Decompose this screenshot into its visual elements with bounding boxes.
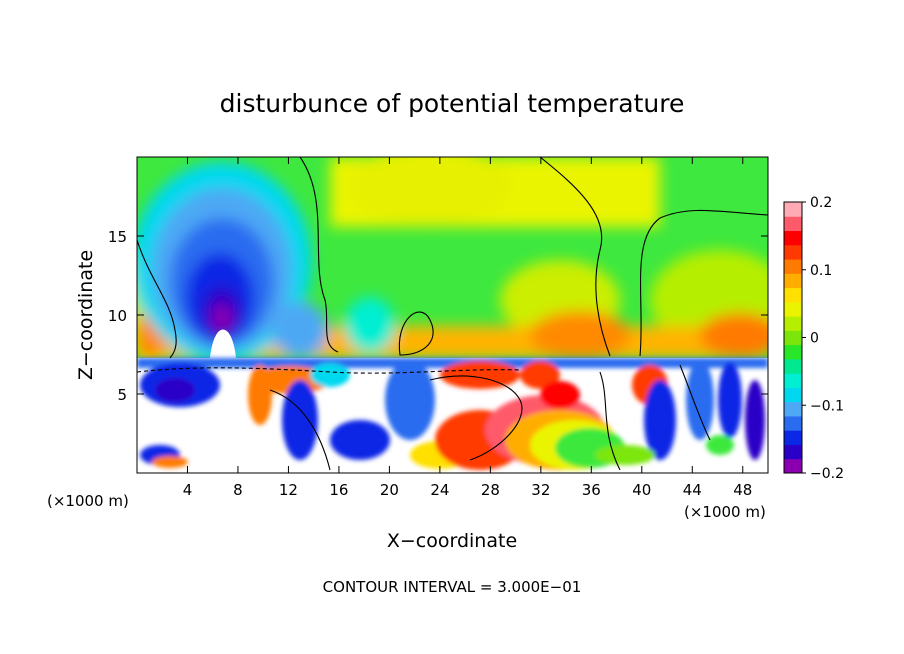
colorbar-tick-label: 0.1: [810, 263, 832, 279]
plume-core: [210, 329, 236, 358]
colorbar-band: [784, 216, 802, 232]
colorbar-band: [784, 458, 802, 474]
colorbar-band: [784, 259, 802, 274]
colorbar-band: [784, 358, 802, 374]
chart-title: disturbunce of potential temperature: [220, 89, 685, 118]
colorbar-band: [784, 415, 802, 431]
colorbar-band: [784, 301, 802, 317]
x-tick-label: 4: [183, 481, 193, 499]
colorbar-band: [784, 401, 802, 417]
x-tick-label: 40: [632, 481, 651, 499]
plot-area: [137, 157, 768, 473]
x-unit-left: (×1000 m): [47, 492, 129, 510]
colorbar-tick-label: 0.2: [810, 195, 832, 211]
x-tick-label: 12: [279, 481, 298, 499]
x-tick-label: 24: [430, 481, 449, 499]
y-axis: 5 10 15: [108, 228, 768, 404]
colorbar-band: [784, 373, 802, 388]
x-tick-label: 16: [329, 481, 348, 499]
colorbar-tick-label: 0: [810, 331, 819, 347]
x-tick-label: 28: [481, 481, 500, 499]
colorbar-band: [784, 230, 802, 246]
x-tick-label: 8: [233, 481, 243, 499]
colorbar-band: [784, 430, 802, 445]
x-tick-label: 20: [380, 481, 399, 499]
colorbar-band: [784, 387, 802, 403]
x-tick-label: 32: [531, 481, 550, 499]
colorbar-band: [784, 202, 802, 217]
y-tick-label: 10: [108, 307, 127, 325]
contour-interval-note: CONTOUR INTERVAL = 3.000E−01: [323, 578, 582, 596]
x-tick-label: 48: [733, 481, 752, 499]
colorbar-band: [784, 244, 802, 260]
colorbar-band: [784, 287, 802, 303]
colorbar-tick-label: −0.1: [810, 398, 844, 414]
colorbar: −0.2 −0.1 0 0.1 0.2: [783, 195, 844, 482]
x-axis-label: X−coordinate: [387, 530, 517, 552]
colorbar-band: [784, 330, 802, 346]
y-tick-label: 15: [108, 228, 127, 246]
colorbar-band: [784, 344, 802, 360]
x-tick-label: 44: [683, 481, 702, 499]
colorbar-tick-label: −0.2: [810, 466, 844, 482]
colorbar-band: [784, 316, 802, 331]
x-axis: 4 8 12 16 20 24 28 32 36 40 44 48: [183, 157, 752, 499]
y-axis-label: Z−coordinate: [75, 250, 97, 380]
x-tick-label: 36: [582, 481, 601, 499]
y-tick-label: 5: [117, 386, 127, 404]
x-unit-right: (×1000 m): [684, 503, 766, 521]
lower-field: [137, 358, 768, 470]
colorbar-band: [784, 273, 802, 289]
colorbar-band: [784, 444, 802, 460]
contour-lines: [137, 157, 768, 471]
upper-field: [137, 157, 768, 370]
